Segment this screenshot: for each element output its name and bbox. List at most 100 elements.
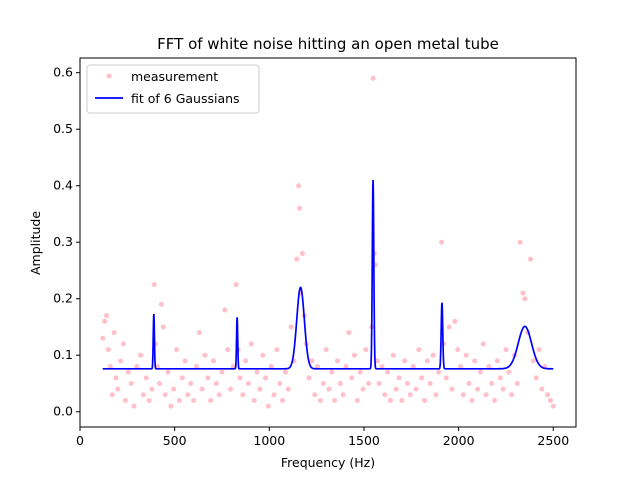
measurement-point — [413, 386, 419, 392]
plot-area — [100, 75, 556, 409]
measurement-point — [483, 392, 489, 398]
measurement-point — [382, 392, 388, 398]
measurement-point — [486, 364, 492, 370]
measurement-point — [245, 380, 251, 386]
measurement-point — [402, 358, 408, 364]
measurement-point — [393, 386, 399, 392]
measurement-point — [222, 307, 228, 313]
measurement-point — [138, 352, 144, 358]
y-tick-label: 0.2 — [53, 291, 73, 306]
measurement-point — [162, 392, 168, 398]
measurement-point — [452, 318, 458, 324]
measurement-point — [317, 397, 323, 403]
measurement-point — [545, 392, 551, 398]
legend-label-measurement: measurement — [131, 69, 218, 84]
x-tick-label: 500 — [163, 433, 187, 448]
measurement-point — [446, 324, 452, 330]
measurement-point — [539, 386, 545, 392]
measurement-point — [533, 375, 539, 381]
measurement-point — [254, 369, 260, 375]
measurement-point — [422, 397, 428, 403]
measurement-point — [240, 392, 246, 398]
measurement-point — [274, 347, 280, 353]
measurement-point — [514, 380, 520, 386]
measurement-point — [366, 380, 372, 386]
x-axis: 0 500 1000 1500 2000 2500 — [76, 427, 569, 448]
measurement-point — [257, 386, 263, 392]
measurement-point — [489, 380, 495, 386]
measurement-point — [280, 397, 286, 403]
legend-marker-measurement — [106, 73, 112, 79]
measurement-point — [517, 239, 523, 245]
legend-label-fit: fit of 6 Gaussians — [131, 91, 240, 106]
x-axis-label: Frequency (Hz) — [281, 455, 375, 470]
y-axis-label: Amplitude — [28, 211, 43, 275]
measurement-point — [497, 375, 503, 381]
measurement-point — [134, 364, 140, 370]
x-tick-label: 2500 — [537, 433, 569, 448]
legend-box — [86, 64, 260, 114]
measurement-point — [374, 358, 380, 364]
gaussian-fit-line — [102, 180, 554, 370]
measurement-point — [443, 375, 449, 381]
measurement-point — [174, 347, 180, 353]
measurement-point — [387, 397, 393, 403]
measurement-point — [158, 301, 164, 307]
measurement-point — [407, 392, 413, 398]
measurement-point — [354, 397, 360, 403]
measurement-point — [357, 369, 363, 375]
y-tick-label: 0.1 — [53, 347, 73, 362]
measurement-point — [469, 397, 475, 403]
measurement-point — [363, 347, 369, 353]
measurement-point — [191, 397, 197, 403]
measurement-point — [334, 358, 340, 364]
measurement-point — [243, 358, 249, 364]
measurement-point — [349, 375, 355, 381]
measurement-point — [182, 358, 188, 364]
measurement-point — [536, 347, 542, 353]
measurement-point — [492, 397, 498, 403]
measurement-point — [494, 358, 500, 364]
chart-title: FFT of white noise hitting an open metal… — [157, 35, 499, 53]
measurement-point — [309, 358, 315, 364]
measurement-point — [208, 397, 214, 403]
measurement-point — [477, 369, 483, 375]
measurement-point — [105, 347, 111, 353]
measurement-point — [263, 375, 269, 381]
measurement-point — [360, 386, 366, 392]
measurement-point — [202, 352, 208, 358]
measurement-point — [121, 341, 127, 347]
y-tick-label: 0.3 — [53, 234, 73, 249]
measurement-point — [390, 352, 396, 358]
measurement-point — [352, 352, 358, 358]
y-tick-label: 0.6 — [53, 65, 73, 80]
measurement-point — [271, 392, 277, 398]
measurement-point — [506, 369, 512, 375]
measurement-point — [320, 380, 326, 386]
measurement-point — [455, 347, 461, 353]
x-tick-label: 1500 — [348, 433, 380, 448]
measurement-point — [160, 324, 166, 330]
measurement-point — [102, 318, 108, 324]
measurement-point — [329, 369, 335, 375]
measurement-point — [433, 392, 439, 398]
measurement-point — [480, 341, 486, 347]
measurement-point — [140, 392, 146, 398]
measurement-point — [306, 375, 312, 381]
x-tick-label: 2000 — [443, 433, 475, 448]
measurement-point — [213, 380, 219, 386]
measurement-point — [219, 369, 225, 375]
measurement-point — [109, 392, 115, 398]
measurement-point — [509, 392, 515, 398]
measurement-point — [475, 386, 481, 392]
measurement-point — [118, 358, 124, 364]
legend: measurement fit of 6 Gaussians — [86, 64, 260, 114]
measurement-point — [146, 397, 152, 403]
measurement-point — [294, 256, 300, 262]
measurement-point — [410, 364, 416, 370]
measurement-point — [427, 380, 433, 386]
measurement-point — [193, 364, 199, 370]
measurement-point — [458, 364, 464, 370]
measurement-point — [125, 369, 131, 375]
measurement-point — [225, 347, 231, 353]
